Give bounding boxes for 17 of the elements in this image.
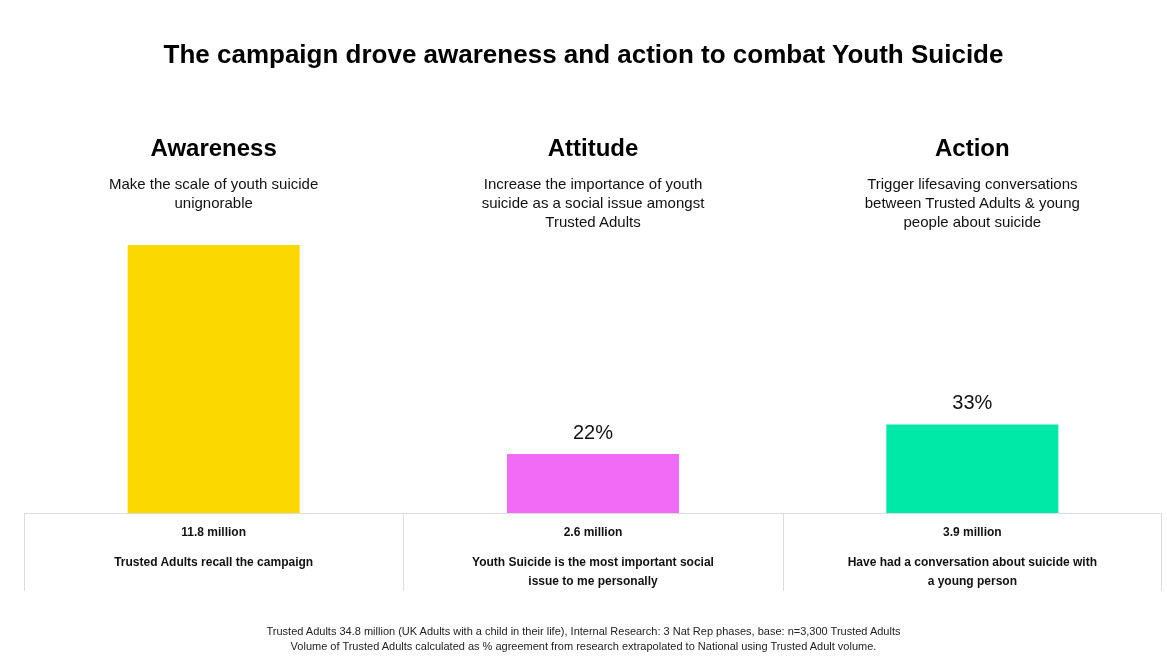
x-tick-label: Awareness xyxy=(150,133,277,161)
text: Youth Suicide is the most important social issue to me personally xyxy=(471,554,715,590)
data-label: 3.9 million xyxy=(942,525,1002,539)
text: Have had a conversation about suicide with a young person xyxy=(847,554,1098,590)
text: Trusted Adults 34.8 million (UK Adults with a child in their life), Internal Research: 3 Nat Rep phases, base: n=3,300 Trusted Adults xyxy=(265,625,902,637)
data-label: 2.6 million xyxy=(563,525,623,539)
data-label: 11.8 million xyxy=(181,525,247,539)
text: Increase the importance of youth suicide as a social issue amongst Trusted Adults xyxy=(480,174,706,231)
text: Make the scale of youth suicide unignorable xyxy=(108,174,320,212)
text: Trigger lifesaving conversations between Trusted Adults & young people about suicide xyxy=(863,174,1081,231)
annotation: 22% xyxy=(572,420,614,443)
text: Volume of Trusted Adults calculated as % agreement from research extrapolated to National using Trusted Adult volume. xyxy=(289,640,878,652)
chart-title: The campaign drove awareness and action to combat Youth Suicide xyxy=(163,39,1004,69)
x-tick-label: Action xyxy=(935,133,1010,161)
x-tick-label: Attitude xyxy=(547,133,639,161)
annotation: 33% xyxy=(952,391,993,414)
text: Trusted Adults recall the campaign xyxy=(113,554,315,571)
